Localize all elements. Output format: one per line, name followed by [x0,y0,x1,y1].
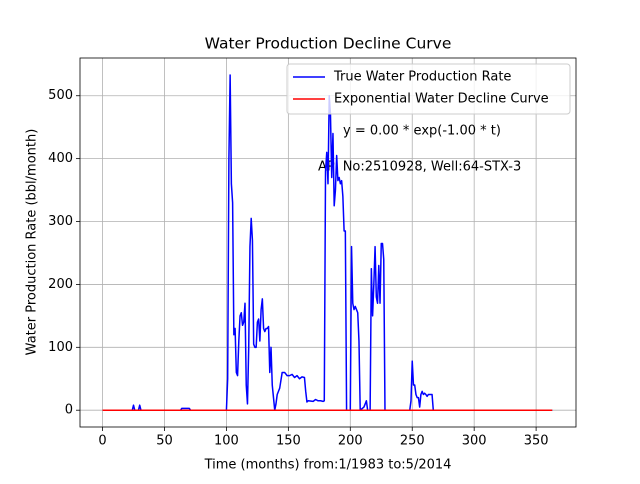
x-tick-label: 300 [462,434,487,449]
x-tick-label: 250 [400,434,425,449]
legend-label: Exponential Water Decline Curve [334,92,549,107]
chart-title: Water Production Decline Curve [205,35,452,53]
legend-label: True Water Production Rate [333,70,511,85]
x-tick-label: 200 [338,434,363,449]
y-tick-label: 200 [48,277,73,292]
y-tick-label: 100 [48,340,73,355]
y-tick-label: 0 [65,403,73,418]
y-tick-label: 400 [48,151,73,166]
annotation: y = 0.00 * exp(-1.00 * t) [343,124,501,139]
x-tick-label: 150 [276,434,301,449]
x-tick-label: 350 [524,434,549,449]
x-tick-label: 100 [214,434,239,449]
annotation: API No:2510928, Well:64-STX-3 [318,160,521,175]
y-tick-label: 300 [48,214,73,229]
data-line [102,74,553,411]
x-tick-label: 50 [156,434,173,449]
x-tick-label: 0 [98,434,106,449]
y-tick-label: 500 [48,88,73,103]
plot-frame [79,57,577,428]
legend-box [286,63,571,115]
x-axis-label: Time (months) from:1/1983 to:5/2014 [204,458,452,473]
y-axis-label: Water Production Rate (bbl/month) [25,129,40,356]
